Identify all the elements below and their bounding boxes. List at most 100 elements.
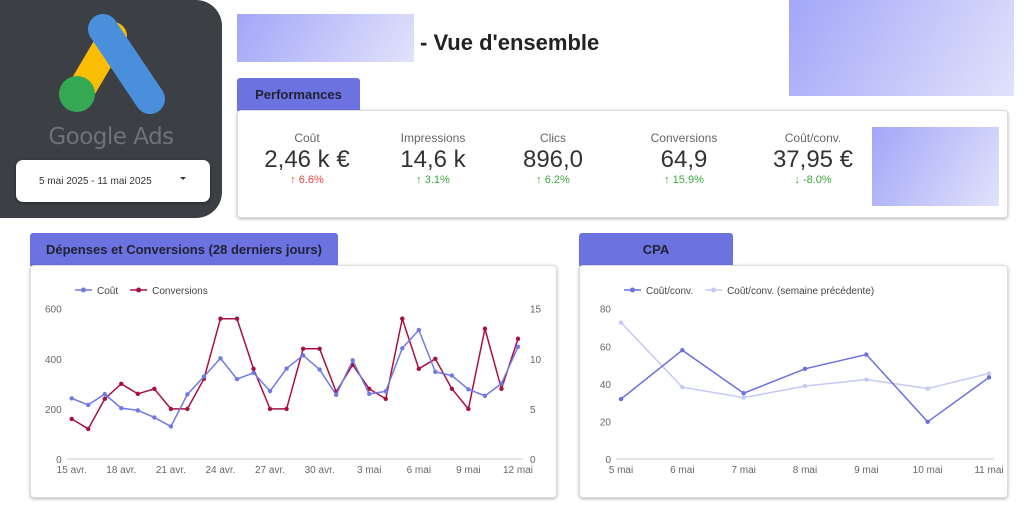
kpi-value: 64,9 — [660, 146, 708, 173]
data-point — [69, 396, 74, 401]
data-point — [400, 316, 405, 321]
data-point — [680, 348, 685, 353]
data-point — [741, 395, 746, 400]
kpi-delta: ↑ 15.9% — [624, 174, 744, 186]
kpi-value: 14,6 k — [400, 146, 466, 173]
kpi-label: Coût/conv. — [784, 131, 842, 145]
data-point — [86, 426, 91, 432]
data-point — [218, 316, 223, 321]
cpa-chart: 0 20 40 60 80 5 mai 6 mai 7 mai 8 mai 9 mai 10 mai… — [579, 265, 1008, 498]
kpi-2: Clics 896,0 ↑ 6.2% — [493, 131, 613, 186]
y-tick-label: 600 — [45, 305, 62, 316]
google-ads-logo-icon — [59, 14, 165, 114]
performance-scorecard: Coût 2,46 k € ↑ 6.6% Impressions 14,6 k ↑… — [237, 110, 1008, 218]
kpi-1: Impressions 14,6 k ↑ 3.1% — [373, 131, 493, 186]
legend-label: Conversions — [152, 286, 208, 297]
data-point — [300, 353, 306, 358]
date-range-picker[interactable]: 5 mai 2025 - 11 mai 2025 — [16, 160, 210, 202]
data-point — [135, 391, 141, 397]
x-tick-label: 30 avr. — [305, 465, 335, 476]
data-point — [433, 369, 438, 375]
data-point — [234, 376, 240, 382]
data-point — [201, 374, 207, 379]
y-tick-label: 0 — [56, 455, 62, 466]
x-tick-label: 12 mai — [503, 465, 533, 476]
data-point — [284, 366, 289, 371]
x-tick-label: 9 mai — [854, 465, 878, 476]
data-point — [350, 358, 355, 363]
arrow-up-icon: ↑ — [416, 174, 422, 186]
data-point — [515, 344, 521, 349]
data-point — [251, 366, 256, 372]
kpi-label: Conversions — [650, 131, 718, 145]
x-tick-label: 7 mai — [731, 465, 755, 476]
data-point — [284, 406, 289, 412]
y-tick-label: 80 — [600, 305, 612, 316]
y-tick-label: 200 — [45, 405, 62, 416]
kpi-delta: ↑ 3.1% — [373, 174, 493, 186]
legend-marker — [711, 287, 717, 293]
x-tick-label: 9 mai — [456, 465, 480, 476]
data-point — [416, 327, 422, 333]
legend-label: Coût — [97, 286, 118, 297]
brand-panel: Google Ads 5 mai 2025 - 11 mai 2025 — [0, 0, 222, 218]
data-point — [185, 392, 190, 397]
kpi-3: Conversions 64,9 ↑ 15.9% — [624, 131, 744, 186]
data-point — [515, 336, 521, 341]
data-point — [741, 391, 746, 396]
data-point — [168, 406, 174, 412]
google-ads-wordmark: Google Ads — [48, 124, 174, 150]
kpi-4: Coût/conv. 37,95 € ↓ -8.0% — [753, 131, 873, 186]
data-point — [267, 406, 273, 412]
data-point — [185, 406, 190, 412]
data-point — [618, 320, 624, 325]
x-tick-label: 21 avr. — [156, 465, 186, 476]
kpi-label: Impressions — [400, 131, 466, 145]
data-point — [152, 415, 157, 420]
legend-marker — [136, 287, 142, 293]
data-point — [466, 387, 471, 392]
data-point — [218, 356, 223, 361]
data-point — [466, 406, 471, 412]
data-point — [864, 377, 869, 382]
kpi-value: 2,46 k € — [264, 146, 350, 173]
x-tick-label: 15 avr. — [57, 465, 87, 476]
data-point — [317, 367, 322, 372]
kpi-value: 896,0 — [522, 146, 584, 173]
caret-down-icon — [180, 177, 186, 180]
legend-marker — [81, 287, 86, 293]
kpi-delta-value: 6.2% — [544, 174, 570, 186]
data-point — [499, 381, 504, 386]
data-point — [986, 371, 992, 376]
data-point — [499, 386, 504, 392]
cpa-svg: 0 20 40 60 80 5 mai 6 mai 7 mai 8 mai 9 mai 10 mai… — [600, 286, 1004, 476]
x-tick-label: 3 mai — [357, 465, 381, 476]
y2-tick-label: 5 — [530, 405, 536, 416]
data-point — [864, 352, 869, 357]
arrow-up-icon: ↑ — [290, 174, 296, 186]
kpi-0: Coût 2,46 k € ↑ 6.6% — [247, 131, 367, 186]
kpi-delta: ↓ -8.0% — [753, 174, 873, 186]
kpi-delta: ↑ 6.6% — [247, 174, 367, 186]
data-point — [802, 366, 808, 372]
data-point — [449, 373, 455, 378]
x-tick-label: 8 mai — [793, 465, 817, 476]
data-point — [618, 396, 624, 402]
data-point — [925, 419, 930, 425]
data-point — [986, 375, 992, 380]
data-point — [251, 370, 256, 376]
data-point — [400, 346, 405, 351]
kpi-value: 37,95 € — [772, 146, 854, 173]
data-point — [119, 405, 124, 411]
kpi-label: Clics — [540, 131, 566, 145]
x-tick-label: 10 mai — [913, 465, 943, 476]
x-tick-label: 11 mai — [974, 465, 1003, 476]
data-point — [433, 356, 438, 361]
arrow-up-icon: ↑ — [664, 174, 670, 186]
y-tick-label: 400 — [45, 355, 62, 366]
x-tick-label: 18 avr. — [106, 465, 136, 476]
data-point — [102, 396, 107, 402]
y2-tick-label: 10 — [530, 355, 542, 366]
data-point — [802, 383, 808, 389]
data-point — [482, 326, 488, 331]
